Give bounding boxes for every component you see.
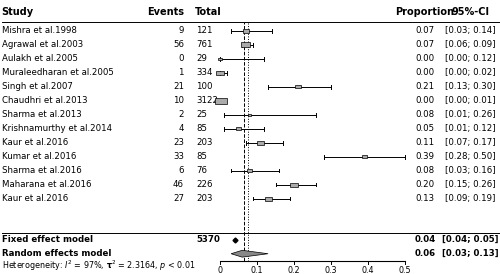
Text: Kaur et al.2016: Kaur et al.2016 (2, 194, 68, 203)
Text: [0.03; 0.14]: [0.03; 0.14] (444, 27, 496, 35)
Text: 0.5: 0.5 (398, 266, 411, 274)
Text: 0.00: 0.00 (416, 55, 434, 63)
Bar (216, 98, 227, 104)
Text: 121: 121 (196, 27, 212, 35)
Text: 0.20: 0.20 (416, 180, 434, 189)
Text: Fixed effect model: Fixed effect model (2, 235, 92, 244)
Text: 46: 46 (173, 180, 184, 189)
Text: [0.13; 0.30]: [0.13; 0.30] (444, 82, 496, 91)
Text: 76: 76 (196, 166, 207, 175)
Text: Agrawal et al.2003: Agrawal et al.2003 (2, 41, 83, 49)
Text: Sharma et al.2016: Sharma et al.2016 (2, 166, 81, 175)
Bar (248, 114, 252, 116)
Bar (362, 155, 367, 158)
Text: [0.04; 0.05]: [0.04; 0.05] (442, 235, 498, 244)
Text: 25: 25 (196, 110, 207, 119)
Text: [0.15; 0.26]: [0.15; 0.26] (444, 180, 496, 189)
Text: Aulakh et al.2005: Aulakh et al.2005 (2, 55, 78, 63)
Text: 0.3: 0.3 (325, 266, 337, 274)
Bar (236, 127, 241, 130)
Text: [0.06; 0.09]: [0.06; 0.09] (445, 41, 495, 49)
Text: 0.07: 0.07 (416, 27, 434, 35)
Text: [0.01; 0.26]: [0.01; 0.26] (444, 110, 496, 119)
Polygon shape (231, 250, 268, 257)
Text: Sharma et al.2013: Sharma et al.2013 (2, 110, 81, 119)
Bar (243, 29, 249, 33)
Text: 1: 1 (178, 68, 184, 77)
Text: Proportion: Proportion (396, 7, 454, 17)
Text: [0.07; 0.17]: [0.07; 0.17] (444, 138, 496, 147)
Text: 9: 9 (178, 27, 184, 35)
Text: 0.05: 0.05 (416, 124, 434, 133)
Bar (216, 71, 224, 75)
Text: Chaudhri et al.2013: Chaudhri et al.2013 (2, 96, 87, 105)
Text: 56: 56 (173, 41, 184, 49)
Text: 23: 23 (173, 138, 184, 147)
Text: 0.06: 0.06 (414, 249, 436, 258)
Text: Study: Study (2, 7, 34, 17)
Text: 29: 29 (196, 55, 207, 63)
Text: Mishra et al.1998: Mishra et al.1998 (2, 27, 76, 35)
Text: 0: 0 (218, 266, 222, 274)
Bar (290, 183, 298, 187)
Text: 27: 27 (173, 194, 184, 203)
Text: [0.09; 0.19]: [0.09; 0.19] (445, 194, 495, 203)
Text: 4: 4 (178, 124, 184, 133)
Text: 100: 100 (196, 82, 212, 91)
Text: Heterogeneity: $I^2$ = 97%, $\mathbf{\tau}^2$ = 2.3164, $p$ < 0.01: Heterogeneity: $I^2$ = 97%, $\mathbf{\ta… (2, 259, 196, 273)
Text: 0.21: 0.21 (416, 82, 434, 91)
Text: 2: 2 (178, 110, 184, 119)
Text: 6: 6 (178, 166, 184, 175)
Text: [0.28; 0.50]: [0.28; 0.50] (444, 152, 496, 161)
Text: 3122: 3122 (196, 96, 218, 105)
Text: Muraleedharan et al.2005: Muraleedharan et al.2005 (2, 68, 114, 77)
Text: Singh et al.2007: Singh et al.2007 (2, 82, 72, 91)
Text: Events: Events (147, 7, 184, 17)
Text: [0.03; 0.13]: [0.03; 0.13] (442, 249, 498, 258)
Text: [0.00; 0.01]: [0.00; 0.01] (444, 96, 496, 105)
Text: 0.13: 0.13 (416, 194, 434, 203)
Text: Kaur et al.2016: Kaur et al.2016 (2, 138, 68, 147)
Text: 0.08: 0.08 (416, 110, 434, 119)
Text: 0.39: 0.39 (416, 152, 434, 161)
Text: 203: 203 (196, 194, 212, 203)
Text: 0.1: 0.1 (251, 266, 263, 274)
Text: [0.03; 0.16]: [0.03; 0.16] (444, 166, 496, 175)
Text: 226: 226 (196, 180, 212, 189)
Text: 0.07: 0.07 (416, 41, 434, 49)
Text: [0.00; 0.02]: [0.00; 0.02] (444, 68, 496, 77)
Text: [0.01; 0.12]: [0.01; 0.12] (444, 124, 496, 133)
Bar (247, 169, 252, 172)
Text: 0.4: 0.4 (362, 266, 374, 274)
Text: 761: 761 (196, 41, 212, 49)
Text: Maharana et al.2016: Maharana et al.2016 (2, 180, 91, 189)
Text: 0: 0 (178, 55, 184, 63)
Text: 5370: 5370 (196, 235, 220, 244)
Text: 0.00: 0.00 (416, 96, 434, 105)
Text: 0.04: 0.04 (414, 235, 436, 244)
Bar (218, 58, 222, 60)
Text: 0.08: 0.08 (416, 166, 434, 175)
Text: 10: 10 (173, 96, 184, 105)
Text: Krishnamurthy et al.2014: Krishnamurthy et al.2014 (2, 124, 112, 133)
Text: 21: 21 (173, 82, 184, 91)
Text: Kumar et al.2016: Kumar et al.2016 (2, 152, 76, 161)
Text: Random effects model: Random effects model (2, 249, 111, 258)
Text: 33: 33 (173, 152, 184, 161)
Text: 95%-CI: 95%-CI (451, 7, 489, 17)
Text: 0.11: 0.11 (416, 138, 434, 147)
Text: 203: 203 (196, 138, 212, 147)
Text: Total: Total (195, 7, 222, 17)
Text: 85: 85 (196, 124, 207, 133)
Text: 0.00: 0.00 (416, 68, 434, 77)
Bar (257, 141, 264, 145)
Text: [0.00; 0.12]: [0.00; 0.12] (444, 55, 496, 63)
Bar (242, 42, 250, 47)
Text: 334: 334 (196, 68, 212, 77)
Text: 85: 85 (196, 152, 207, 161)
Bar (295, 85, 300, 89)
Text: 0.2: 0.2 (288, 266, 300, 274)
Bar (264, 197, 272, 201)
